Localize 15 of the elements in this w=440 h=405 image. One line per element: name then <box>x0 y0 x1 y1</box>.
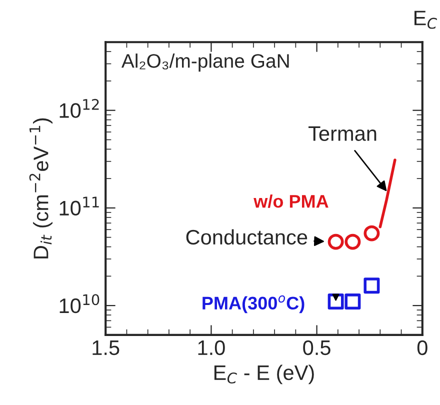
annotation: Terman <box>308 126 376 141</box>
y-axis-title: D$_{it}$ (cm$^{−2}$eV$^{−1}$) <box>29 118 52 258</box>
x-tick-label: 0 <box>417 340 428 356</box>
x-tick-label: 1.0 <box>198 340 225 356</box>
series-label: PMA(300$^{o}$C) <box>202 295 304 314</box>
text: E$_{C}$ <box>414 10 438 29</box>
y-tick-label: 10$^{12}$ <box>60 98 99 118</box>
annotation: Conductance <box>186 229 308 245</box>
x-axis-title: E$_{C}$ - E (eV) <box>214 364 314 384</box>
y-tick-label: 10$^{10}$ <box>60 294 100 314</box>
x-tick-label: 0.5 <box>303 340 330 356</box>
series-label: w/o PMA <box>254 194 328 208</box>
annotation: Al₂O₃/m-plane GaN <box>121 54 289 72</box>
x-tick-label: 1.5 <box>92 340 120 356</box>
y-tick-label: 10$^{11}$ <box>60 196 99 216</box>
